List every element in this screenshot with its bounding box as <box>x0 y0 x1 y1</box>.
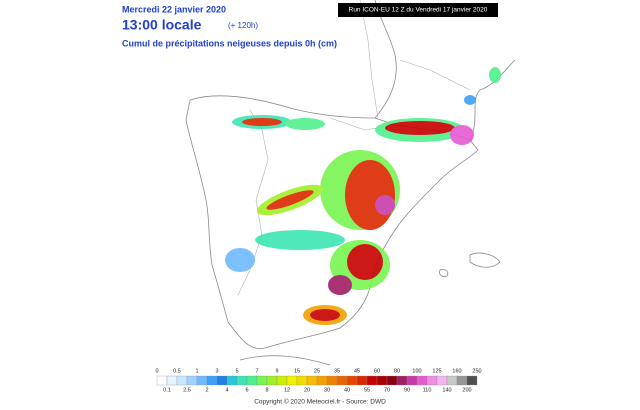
legend-swatch <box>216 375 228 386</box>
legend-swatch <box>256 375 268 386</box>
legend-label: 55 <box>364 387 370 393</box>
legend-swatch <box>366 375 378 386</box>
legend-label: 200 <box>462 387 471 393</box>
legend-label: 7 <box>255 368 258 374</box>
legend-swatch <box>176 375 188 386</box>
legend-swatch <box>316 375 328 386</box>
date: Mercredi 22 janvier 2020 <box>122 4 226 14</box>
legend-swatch <box>336 375 348 386</box>
legend-swatch <box>186 375 198 386</box>
legend-label: 30 <box>324 387 330 393</box>
legend-swatch <box>226 375 238 386</box>
run-info: Run ICON-EU 12 Z du Vendredi 17 janvier … <box>349 7 488 14</box>
legend-label: 0 <box>155 368 158 374</box>
legend-label: 80 <box>394 368 400 374</box>
legend-label: 90 <box>404 387 410 393</box>
legend-swatch <box>286 375 298 386</box>
legend-swatch <box>426 375 438 386</box>
legend-label: 100 <box>412 368 421 374</box>
legend-label: 60 <box>374 368 380 374</box>
legend-swatch <box>306 375 318 386</box>
legend-swatch <box>446 375 458 386</box>
legend-swatch <box>236 375 248 386</box>
legend-swatch <box>156 375 168 386</box>
lead-time: (+ 120h) <box>228 21 258 30</box>
legend-swatch <box>386 375 398 386</box>
legend-label: 140 <box>442 387 451 393</box>
legend-label: 40 <box>344 387 350 393</box>
snow-field <box>225 67 501 325</box>
legend-label: 5 <box>235 368 238 374</box>
legend-swatch <box>346 375 358 386</box>
legend-swatch <box>166 375 178 386</box>
legend-swatch <box>436 375 448 386</box>
legend-swatch <box>276 375 288 386</box>
legend-swatch <box>196 375 208 386</box>
legend-swatch <box>396 375 408 386</box>
legend-label: 1 <box>195 368 198 374</box>
legend-swatch <box>246 375 258 386</box>
legend-label: 8 <box>265 387 268 393</box>
legend-swatch <box>266 375 278 386</box>
legend-label: 15 <box>294 368 300 374</box>
legend-label: 0.5 <box>173 368 181 374</box>
legend-label: 0.1 <box>163 387 171 393</box>
legend-label: 35 <box>334 368 340 374</box>
legend-label: 160 <box>452 368 461 374</box>
legend-swatch <box>416 375 428 386</box>
legend-label: 250 <box>472 368 481 374</box>
legend-label: 70 <box>384 387 390 393</box>
legend-label: 45 <box>354 368 360 374</box>
legend-swatch <box>326 375 338 386</box>
legend-swatch <box>456 375 468 386</box>
legend-swatch <box>406 375 418 386</box>
legend-label: 4 <box>225 387 228 393</box>
legend-swatch <box>466 375 478 386</box>
legend-swatch <box>296 375 308 386</box>
field-title: Cumul de précipitations neigeuses depuis… <box>122 38 337 48</box>
legend-label: 3 <box>215 368 218 374</box>
legend-label: 2.5 <box>183 387 191 393</box>
run-box <box>338 3 498 17</box>
time: 13:00 locale <box>122 17 202 33</box>
legend-swatch <box>206 375 218 386</box>
legend-swatch <box>356 375 368 386</box>
legend-label: 110 <box>423 387 432 393</box>
legend-label: 6 <box>245 387 248 393</box>
legend-swatch <box>376 375 388 386</box>
legend-label: 125 <box>432 368 441 374</box>
legend-label: 9 <box>275 368 278 374</box>
copyright: Copyright © 2020 Meteociel.fr - Source: … <box>254 398 386 406</box>
legend-label: 2 <box>205 387 208 393</box>
legend-label: 25 <box>314 368 320 374</box>
legend-label: 12 <box>284 387 290 393</box>
legend-label: 20 <box>304 387 310 393</box>
